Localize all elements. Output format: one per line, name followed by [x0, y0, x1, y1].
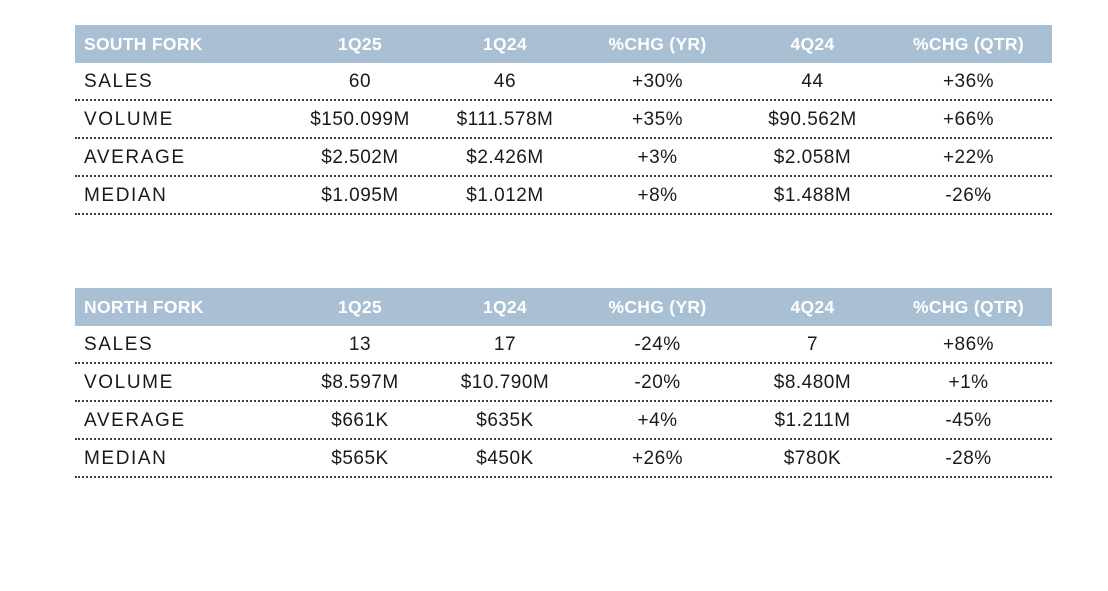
cell-value: $8.480M: [773, 371, 852, 393]
cell-value: $2.058M: [773, 146, 852, 168]
cell-value: +3%: [637, 146, 678, 168]
table-row: AVERAGE $2.502M $2.426M +3% $2.058M +22%: [75, 140, 1052, 177]
cell-value: +4%: [637, 409, 678, 431]
cell-value: +1%: [948, 371, 989, 393]
cell-value: $150.099M: [310, 108, 410, 130]
cell-value: +26%: [631, 447, 684, 469]
cell-value: -28%: [945, 447, 992, 469]
cell-value: +35%: [631, 108, 684, 130]
cell-value: -20%: [634, 371, 681, 393]
table-row: VOLUME $8.597M $10.790M -20% $8.480M +1%: [75, 365, 1052, 402]
row-label: MEDIAN: [84, 447, 168, 469]
cell-value: +30%: [631, 70, 684, 92]
table-title: SOUTH FORK: [84, 33, 203, 54]
cell-value: +22%: [942, 146, 995, 168]
cell-value: $661K: [331, 409, 389, 431]
cell-value: $1.488M: [773, 184, 852, 206]
table-header: SOUTH FORK 1Q25 1Q24 %CHG (YR) 4Q24 %CHG…: [75, 25, 1052, 63]
table-title: NORTH FORK: [84, 296, 204, 317]
row-label: SALES: [84, 333, 154, 355]
cell-value: +86%: [942, 333, 995, 355]
row-label: SALES: [84, 70, 154, 92]
cell-value: 13: [348, 333, 372, 355]
cell-value: +8%: [637, 184, 678, 206]
table-row: MEDIAN $565K $450K +26% $780K -28%: [75, 441, 1052, 478]
table-row: SALES 13 17 -24% 7 +86%: [75, 327, 1052, 364]
cell-value: -24%: [634, 333, 681, 355]
table-header: NORTH FORK 1Q25 1Q24 %CHG (YR) 4Q24 %CHG…: [75, 288, 1052, 326]
row-label: VOLUME: [84, 108, 174, 130]
cell-value: -45%: [945, 409, 992, 431]
column-header-chg-yr: %CHG (YR): [608, 33, 707, 54]
cell-value: $1.095M: [321, 184, 399, 206]
cell-value: +66%: [942, 108, 995, 130]
cell-value: $8.597M: [321, 371, 399, 393]
cell-value: $1.211M: [774, 409, 851, 431]
cell-value: +36%: [942, 70, 995, 92]
south-fork-table: SOUTH FORK 1Q25 1Q24 %CHG (YR) 4Q24 %CHG…: [75, 25, 1052, 215]
column-header-1q24: 1Q24: [482, 296, 527, 317]
cell-value: $565K: [331, 447, 389, 469]
table-row: MEDIAN $1.095M $1.012M +8% $1.488M -26%: [75, 178, 1052, 215]
cell-value: -26%: [945, 184, 992, 206]
cell-value: $2.502M: [321, 146, 399, 168]
column-header-4q24: 4Q24: [790, 33, 835, 54]
row-label: AVERAGE: [84, 409, 186, 431]
cell-value: 7: [806, 333, 819, 355]
column-header-4q24: 4Q24: [790, 296, 835, 317]
table-row: VOLUME $150.099M $111.578M +35% $90.562M…: [75, 102, 1052, 139]
cell-value: $90.562M: [768, 108, 857, 130]
column-header-1q24: 1Q24: [482, 33, 527, 54]
north-fork-table: NORTH FORK 1Q25 1Q24 %CHG (YR) 4Q24 %CHG…: [75, 288, 1052, 478]
cell-value: 60: [348, 70, 372, 92]
cell-value: $10.790M: [460, 371, 550, 393]
row-label: MEDIAN: [84, 184, 168, 206]
table-row: SALES 60 46 +30% 44 +36%: [75, 64, 1052, 101]
cell-value: 46: [493, 70, 517, 92]
row-label: VOLUME: [84, 371, 174, 393]
cell-value: $635K: [476, 409, 534, 431]
cell-value: 44: [801, 70, 824, 92]
cell-value: $780K: [783, 447, 842, 469]
cell-value: 17: [493, 333, 517, 355]
cell-value: $111.578M: [456, 108, 554, 130]
column-header-chg-qtr: %CHG (QTR): [913, 296, 1024, 317]
row-label: AVERAGE: [84, 146, 186, 168]
column-header-chg-qtr: %CHG (QTR): [913, 33, 1024, 54]
cell-value: $2.426M: [466, 146, 544, 168]
column-header-1q25: 1Q25: [337, 33, 382, 54]
column-header-chg-yr: %CHG (YR): [608, 296, 707, 317]
cell-value: $1.012M: [466, 184, 544, 206]
column-header-1q25: 1Q25: [337, 296, 382, 317]
cell-value: $450K: [476, 447, 534, 469]
table-row: AVERAGE $661K $635K +4% $1.211M -45%: [75, 403, 1052, 440]
